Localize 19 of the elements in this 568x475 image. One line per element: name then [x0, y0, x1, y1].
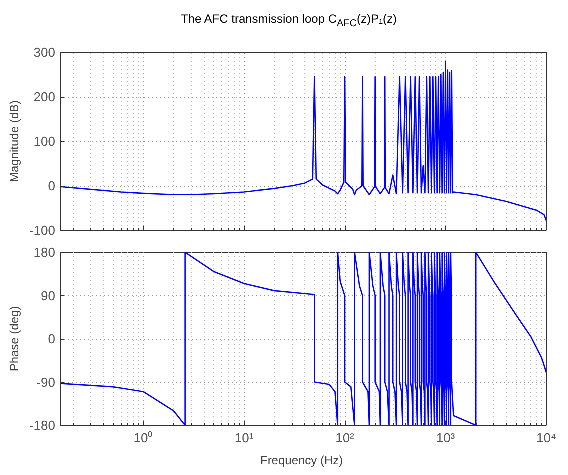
- x-tick-label: 10⁰: [134, 430, 154, 446]
- y-tick-label: 90: [41, 288, 56, 304]
- y-tick-label: 100: [34, 134, 56, 149]
- y-tick-label: -180: [29, 418, 56, 433]
- y-tick-label: 0: [48, 332, 56, 346]
- y-tick-label: 200: [34, 90, 56, 104]
- x-axis-title: Frequency (Hz): [260, 454, 344, 468]
- y-tick-label: -100: [29, 223, 56, 238]
- x-tick-label: 10³: [436, 430, 456, 446]
- y-tick-label: -90: [36, 374, 56, 390]
- y-axis-title: Phase (deg): [7, 306, 22, 372]
- chart-title: The AFC transmission loop C$_{AFC}$(z)P₁(z): [180, 11, 398, 32]
- y-tick-label: 0: [48, 178, 56, 194]
- y-axis-title: Magnitude (dB): [7, 100, 22, 183]
- y-tick-label: 300: [34, 45, 56, 60]
- y-tick-label: 180: [34, 245, 56, 260]
- x-tick-label: 10⁴: [536, 430, 557, 446]
- x-tick-label: 10²: [336, 430, 356, 446]
- x-tick-label: 10¹: [234, 430, 254, 446]
